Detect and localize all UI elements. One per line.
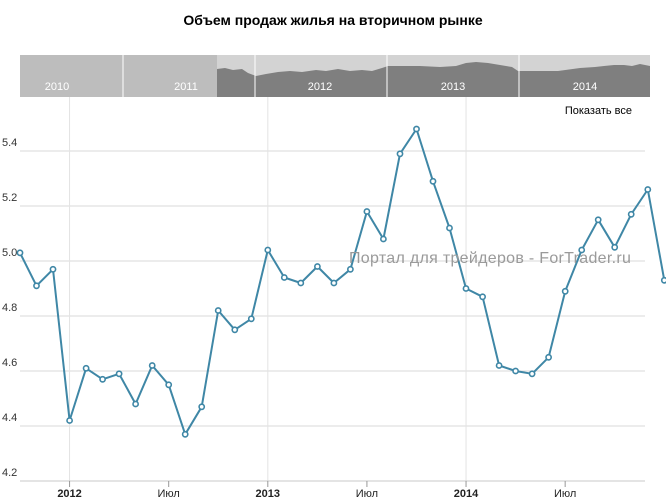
navigator-year-label: 2010 — [45, 81, 69, 93]
y-tick-label: 5.0 — [2, 247, 17, 259]
data-point[interactable] — [330, 279, 338, 287]
y-tick-label: 5.4 — [2, 137, 17, 149]
y-tick-label: 4.6 — [2, 357, 17, 369]
data-point[interactable] — [181, 430, 189, 438]
data-point[interactable] — [413, 125, 420, 133]
range-navigator[interactable]: 2010 2011 2012 2013 2014 — [20, 55, 650, 97]
navigator-year-label: 2012 — [308, 81, 332, 93]
data-point[interactable] — [446, 224, 453, 232]
data-point[interactable] — [495, 362, 503, 369]
y-axis: 4.2 4.4 4.6 4.8 5.0 5.2 5.4 — [2, 137, 17, 479]
data-point[interactable] — [479, 293, 486, 301]
navigator-area-overview — [217, 55, 650, 76]
data-point[interactable] — [545, 353, 552, 361]
grid-lines — [20, 97, 645, 482]
data-point[interactable] — [594, 216, 602, 224]
x-tick-label: Июл — [554, 488, 576, 500]
x-tick-label: 2014 — [454, 488, 479, 500]
x-tick-label: 2012 — [57, 488, 81, 500]
data-point[interactable] — [313, 263, 321, 270]
show-all-button[interactable]: Показать все — [564, 105, 632, 117]
data-point[interactable] — [429, 177, 437, 185]
data-point[interactable] — [512, 367, 519, 375]
data-point[interactable] — [396, 150, 404, 158]
data-point[interactable] — [198, 403, 206, 411]
data-point[interactable] — [82, 364, 90, 372]
x-axis: 2012 Июл 2013 Июл 2014 Июл — [20, 480, 645, 500]
data-point[interactable] — [49, 265, 57, 273]
chart-title: Объем продаж жилья на вторичном рынке — [183, 12, 483, 28]
data-point[interactable] — [115, 370, 123, 378]
data-point[interactable] — [578, 246, 586, 254]
y-tick-label: 5.2 — [2, 192, 17, 204]
data-point[interactable] — [346, 265, 354, 273]
data-point[interactable] — [280, 274, 288, 281]
y-tick-label: 4.8 — [2, 302, 17, 314]
data-point[interactable] — [132, 400, 139, 408]
navigator-year-label: 2013 — [441, 81, 465, 93]
data-point[interactable] — [644, 186, 652, 193]
data-point[interactable] — [165, 381, 173, 389]
navigator-unselected-region — [20, 55, 217, 97]
data-point[interactable] — [528, 370, 536, 378]
data-point[interactable] — [16, 249, 24, 257]
data-point[interactable] — [660, 276, 666, 284]
y-tick-label: 4.2 — [2, 467, 17, 479]
data-point[interactable] — [148, 362, 156, 369]
data-point[interactable] — [363, 208, 371, 215]
watermark-text: Портал для трейдеров - ForTrader.ru — [349, 250, 632, 267]
navigator-year-separators — [122, 55, 520, 97]
series-line — [19, 128, 666, 436]
x-tick-label: Июл — [158, 488, 180, 500]
data-point[interactable] — [66, 417, 73, 424]
data-point[interactable] — [264, 246, 272, 254]
x-tick-label: 2013 — [256, 488, 280, 500]
data-point[interactable] — [611, 243, 619, 251]
data-point[interactable] — [231, 326, 239, 334]
data-point[interactable] — [33, 282, 40, 290]
data-point[interactable] — [462, 285, 470, 292]
data-point[interactable] — [627, 210, 635, 218]
x-tick-label: Июл — [356, 488, 378, 500]
y-tick-label: 4.4 — [2, 412, 17, 424]
navigator-year-label: 2014 — [573, 81, 597, 93]
navigator-year-label: 2011 — [174, 81, 198, 93]
navigator-year-labels: 2010 2011 2012 2013 2014 — [45, 81, 597, 93]
data-point[interactable] — [247, 315, 255, 323]
data-point[interactable] — [214, 307, 222, 314]
data-point[interactable] — [379, 235, 387, 243]
data-point[interactable] — [99, 375, 106, 383]
data-point[interactable] — [297, 279, 305, 287]
data-point[interactable] — [561, 287, 569, 295]
series-group — [16, 125, 666, 438]
